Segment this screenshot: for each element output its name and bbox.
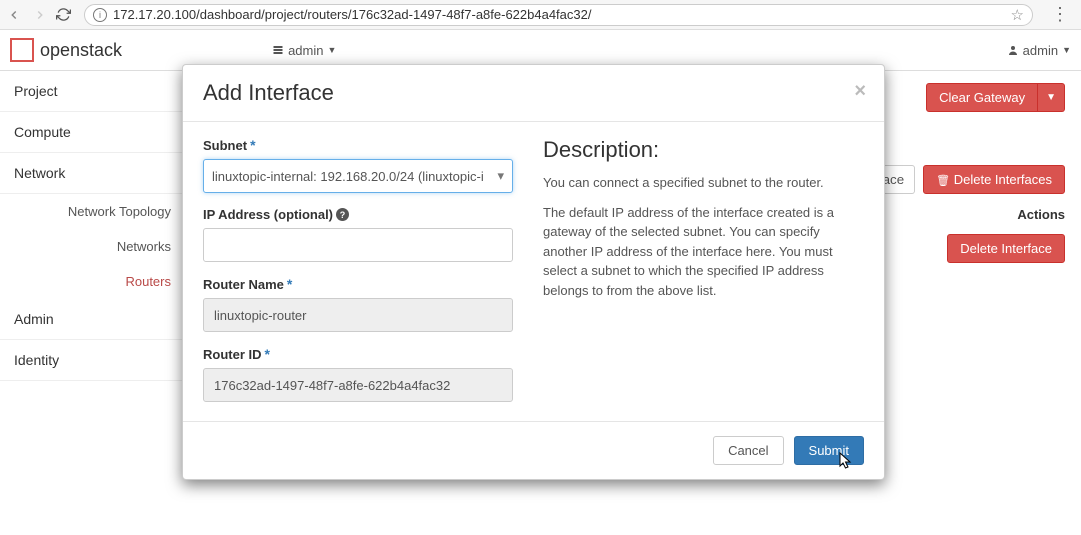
delete-interface-button[interactable]: Delete Interface [947, 234, 1065, 263]
back-icon[interactable] [6, 7, 22, 23]
project-label: admin [288, 43, 323, 58]
help-icon[interactable]: ? [336, 208, 349, 221]
modal-header: Add Interface × [183, 65, 884, 122]
sidebar-item-identity[interactable]: Identity [0, 340, 185, 381]
modal-title: Add Interface [203, 80, 864, 106]
project-dropdown[interactable]: admin ▼ [272, 43, 336, 58]
info-icon: i [93, 8, 107, 22]
url-text: 172.17.20.100/dashboard/project/routers/… [113, 7, 1011, 22]
nav-arrows [6, 7, 48, 23]
submit-button[interactable]: Submit [794, 436, 864, 465]
chevron-down-icon: ▾ [497, 168, 504, 184]
actions-header: Actions [1017, 199, 1065, 230]
caret-down-icon: ▼ [1062, 45, 1071, 55]
sidebar-item-networks[interactable]: Networks [0, 229, 185, 264]
sidebar-item-admin[interactable]: Admin [0, 299, 185, 340]
description-heading: Description: [543, 137, 864, 163]
modal-footer: Cancel Submit [183, 421, 884, 479]
clear-gateway-button[interactable]: Clear Gateway [926, 83, 1038, 112]
trash-icon: 🗑 [936, 175, 950, 187]
logo[interactable]: openstack [10, 38, 122, 62]
sidebar-item-project[interactable]: Project [0, 71, 185, 112]
logo-icon [10, 38, 34, 62]
url-bar[interactable]: i 172.17.20.100/dashboard/project/router… [84, 4, 1033, 26]
sidebar: Project Compute Network Network Topology… [0, 71, 185, 381]
sidebar-item-routers[interactable]: Routers [0, 264, 185, 299]
stack-icon [272, 44, 284, 56]
cancel-button[interactable]: Cancel [713, 436, 783, 465]
description-p2: The default IP address of the interface … [543, 203, 864, 301]
menu-dots-icon[interactable]: ⋮ [1045, 4, 1075, 25]
user-dropdown[interactable]: admin ▼ [1007, 43, 1071, 58]
delete-interfaces-button[interactable]: 🗑 Delete Interfaces [923, 165, 1065, 194]
close-icon[interactable]: × [854, 80, 866, 103]
logo-text: openstack [40, 40, 122, 61]
ip-address-input[interactable] [203, 228, 513, 262]
caret-down-icon: ▼ [327, 45, 336, 55]
modal-body: Subnet * linuxtopic-internal: 192.168.20… [183, 122, 884, 421]
subnet-select[interactable]: linuxtopic-internal: 192.168.20.0/24 (li… [203, 159, 513, 193]
sidebar-item-network-topology[interactable]: Network Topology [0, 194, 185, 229]
forward-icon[interactable] [32, 7, 48, 23]
form-column: Subnet * linuxtopic-internal: 192.168.20… [203, 137, 513, 416]
router-id-input [203, 368, 513, 402]
subnet-value: linuxtopic-internal: 192.168.20.0/24 (li… [212, 169, 484, 184]
description-column: Description: You can connect a specified… [543, 137, 864, 416]
router-name-label: Router Name * [203, 276, 513, 292]
reload-icon[interactable] [56, 7, 72, 23]
add-interface-modal: Add Interface × Subnet * linuxtopic-inte… [182, 64, 885, 480]
router-id-label: Router ID * [203, 346, 513, 362]
sidebar-item-compute[interactable]: Compute [0, 112, 185, 153]
star-icon[interactable]: ☆ [1011, 6, 1024, 24]
subnet-label: Subnet * [203, 137, 513, 153]
user-label: admin [1023, 43, 1058, 58]
clear-gateway-caret[interactable]: ▼ [1038, 83, 1065, 112]
user-icon [1007, 44, 1019, 56]
description-p1: You can connect a specified subnet to th… [543, 173, 864, 193]
router-name-input [203, 298, 513, 332]
ip-label: IP Address (optional) ? [203, 207, 513, 222]
sidebar-item-network[interactable]: Network [0, 153, 185, 194]
browser-chrome: i 172.17.20.100/dashboard/project/router… [0, 0, 1081, 30]
